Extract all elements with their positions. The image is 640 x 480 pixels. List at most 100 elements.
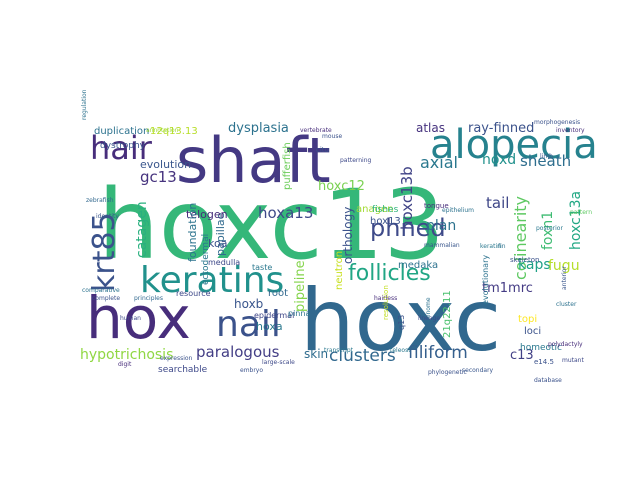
word-koa: koa	[208, 237, 227, 250]
word-teleost: teleost	[390, 347, 411, 354]
word-taste: taste	[252, 263, 272, 272]
word-loci: loci	[524, 326, 541, 337]
word-genome: genome	[425, 297, 432, 322]
word-phned: phned	[370, 214, 446, 242]
word-database: database	[534, 377, 562, 384]
word-dystrophy: dystrophy	[100, 141, 146, 151]
word-paralogous: paralogous	[196, 343, 280, 361]
word-pufferfish: pufferfish	[282, 142, 293, 190]
word-comparative: comparative	[82, 287, 120, 294]
word-hoxc13b: hoxc13b	[398, 166, 416, 230]
word-epidermal: epidermal	[254, 311, 294, 320]
word-hoxb: hoxb	[234, 297, 263, 311]
word-telogen: telogen	[186, 208, 228, 221]
word-fishes: fishes	[372, 205, 399, 215]
word-homeotic: homeotic	[520, 343, 562, 353]
word-axial: axial	[420, 153, 458, 172]
word-orthology: orthology	[341, 207, 355, 264]
word-hoxa13: hoxa13	[258, 204, 313, 222]
word-digit: digit	[118, 361, 132, 368]
word-mutant: mutant	[562, 357, 584, 364]
word-fugu: fugu	[548, 258, 580, 274]
word-atlas: atlas	[416, 121, 445, 135]
word-inventory: inventory	[556, 127, 585, 134]
word-c13: c13	[510, 348, 534, 363]
word-colinearity: colinearity	[511, 196, 530, 280]
word-pattern: pattern	[570, 209, 592, 216]
word-hair: hair	[90, 129, 153, 167]
word-keratins: keratins	[140, 260, 284, 301]
word-root: root	[268, 288, 288, 299]
word-phylogenetic: phylogenetic	[428, 369, 467, 376]
word-transcript: transcript	[324, 347, 354, 354]
word-nail: nail	[216, 304, 281, 345]
word-searchable: searchable	[158, 365, 208, 375]
word-tongue: tongue	[424, 202, 449, 210]
word-gc13: gc13	[140, 168, 177, 186]
word-follicles: follicles	[348, 261, 431, 286]
word-21q22-11: 21q22.11	[442, 290, 453, 338]
word-catagen: catagen	[134, 201, 150, 258]
word-12q13-13: 12q13.13	[150, 126, 198, 137]
word-ectodermal: ectodermal	[201, 234, 211, 285]
word-fin: fin	[498, 243, 506, 250]
word-alopecia: alopecia	[430, 122, 598, 168]
word-citu: citu	[316, 146, 329, 154]
word-hoxa: hoxa	[256, 320, 283, 333]
word-kaps: kaps	[518, 257, 551, 273]
word-foxn1: foxn1	[540, 211, 556, 250]
word-identity: identity	[96, 213, 119, 220]
word-tail: tail	[486, 194, 509, 212]
word-posterior: posterior	[536, 225, 563, 232]
word-limb: limb	[540, 153, 553, 160]
word-hypotrichosis: hypotrichosis	[80, 347, 173, 363]
word-annotation: annotation	[146, 127, 179, 134]
word-regulation: regulation	[81, 89, 88, 120]
word-medaka: medaka	[398, 260, 438, 271]
word-hairless: hairless	[374, 295, 397, 302]
word-evolutionary: evolutionary	[481, 255, 490, 305]
word-morphogenesis: morphogenesis	[534, 119, 580, 126]
word-foundation: foundation	[186, 203, 199, 262]
word-resource: resource	[176, 289, 211, 298]
word-neutron: neutron	[334, 251, 345, 290]
word-clusters: clusters	[329, 346, 396, 366]
word-secondary: secondary	[462, 367, 494, 374]
word-resolution: resolution	[382, 285, 390, 320]
word-complete: complete	[92, 295, 120, 302]
word-pinna: pinna	[288, 309, 310, 318]
word-hoxc13: hoxc13	[98, 169, 445, 281]
word-polydactyly: polydactyly	[548, 341, 583, 348]
word-embryo: embryo	[240, 367, 263, 374]
word-hox13: hox13	[370, 216, 401, 227]
word-ray-finned: ray-finned	[468, 121, 534, 136]
word-patterning: patterning	[340, 157, 372, 164]
word-hoxc13a: hoxc13a	[568, 191, 584, 250]
word-pipeline: pipeline	[293, 260, 308, 312]
word-filiform: filiform	[408, 343, 468, 363]
word-lineage: lineage	[418, 315, 440, 322]
word-anterior: anterior	[561, 266, 568, 290]
word-medulla: medulla	[208, 258, 240, 267]
word-topi: topi	[518, 314, 537, 325]
word-papillae: papillae	[214, 212, 227, 256]
word-q13: q13	[397, 315, 406, 330]
word-mammalian: mammalian	[424, 242, 460, 249]
word-hoxc12: hoxc12	[318, 179, 365, 194]
word-e14-5: e14.5	[534, 358, 554, 366]
word-hoxc: hoxc	[300, 271, 501, 371]
word-epithelium: epithelium	[442, 207, 474, 214]
word-plan: plan	[426, 218, 456, 234]
word-anagen: anagen	[356, 204, 393, 215]
word-principles: principles	[134, 295, 163, 302]
word-evolution: evolution	[140, 158, 191, 171]
word-duplication: duplication	[94, 126, 149, 137]
word-hoxd: hoxd	[482, 152, 516, 168]
word-shaft: shaft	[176, 124, 331, 197]
word-tm1mrc: tm1mrc	[482, 281, 533, 296]
word-skin: skin	[304, 347, 328, 361]
word-mouse: mouse	[322, 133, 342, 140]
